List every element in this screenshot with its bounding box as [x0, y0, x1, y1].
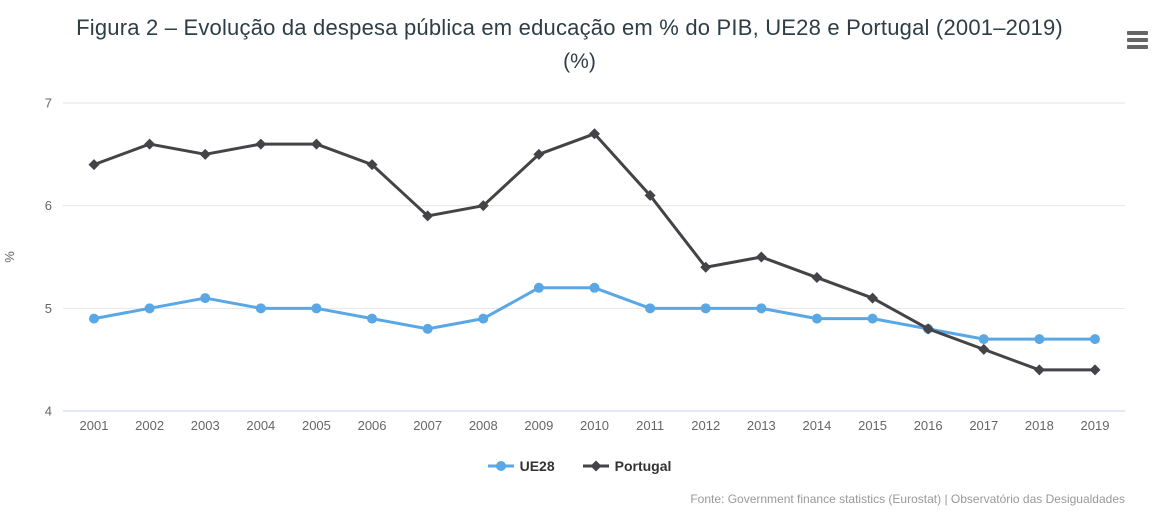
legend-item-portugal[interactable]: Portugal	[582, 458, 672, 474]
data-point-portugal[interactable]	[310, 138, 322, 150]
x-tick-label: 2003	[191, 418, 220, 433]
chart-title: Figura 2 – Evolução da despesa pública e…	[76, 15, 1063, 40]
x-tick-label: 2010	[580, 418, 609, 433]
data-point-ue28[interactable]	[811, 313, 822, 324]
data-point-portugal[interactable]	[589, 128, 600, 140]
data-point-portugal[interactable]	[700, 261, 712, 273]
data-point-ue28[interactable]	[756, 303, 767, 314]
data-point-portugal[interactable]	[1089, 364, 1101, 376]
data-point-portugal[interactable]	[867, 292, 879, 304]
x-tick-label: 2002	[135, 418, 164, 433]
legend-label: UE28	[519, 458, 555, 474]
data-point-portugal[interactable]	[533, 148, 545, 160]
data-point-ue28[interactable]	[700, 303, 711, 314]
x-tick-label: 2009	[524, 418, 553, 433]
data-point-ue28[interactable]	[367, 313, 378, 324]
data-point-portugal[interactable]	[422, 210, 434, 222]
x-tick-label: 2006	[358, 418, 387, 433]
data-point-portugal[interactable]	[477, 200, 489, 212]
y-axis-title: %	[2, 251, 17, 263]
x-tick-label: 2005	[302, 418, 331, 433]
chart-subtitle: (%)	[563, 50, 596, 73]
x-tick-label: 2012	[691, 418, 720, 433]
x-tick-label: 2015	[858, 418, 887, 433]
data-point-portugal[interactable]	[144, 138, 156, 150]
hamburger-icon	[1127, 31, 1148, 49]
x-tick-label: 2017	[969, 418, 998, 433]
x-tick-label: 2018	[1025, 418, 1054, 433]
x-tick-label: 2008	[469, 418, 498, 433]
x-tick-label: 2019	[1081, 418, 1110, 433]
y-tick-label: 6	[45, 198, 52, 213]
data-point-ue28[interactable]	[533, 282, 544, 293]
data-point-ue28[interactable]	[645, 303, 656, 314]
y-tick-label: 5	[45, 301, 52, 316]
plot-area: 4 5 6 7% 2001 2002 2003 2004 2005 2006 2007 2008 200…	[2, 96, 1125, 433]
data-point-portugal[interactable]	[366, 159, 378, 171]
y-tick-label: 4	[45, 404, 52, 419]
series-line-ue28	[92, 286, 1097, 341]
data-point-portugal[interactable]	[755, 251, 767, 263]
x-tick-label: 2004	[246, 418, 275, 433]
x-tick-label: 2011	[636, 418, 664, 433]
data-point-portugal[interactable]	[978, 343, 990, 355]
data-point-ue28[interactable]	[200, 293, 211, 304]
series-line-portugal	[92, 132, 1097, 372]
legend-item-ue28[interactable]: UE28	[487, 458, 555, 474]
data-point-portugal[interactable]	[1033, 364, 1045, 376]
data-point-ue28[interactable]	[1090, 334, 1100, 345]
data-point-ue28[interactable]	[1034, 334, 1045, 345]
circle-marker-icon	[487, 461, 514, 471]
data-point-portugal[interactable]	[199, 148, 211, 160]
x-tick-label: 2014	[802, 418, 831, 433]
legend-label: Portugal	[614, 458, 672, 474]
legend: UE28 Portugal	[0, 458, 1159, 474]
data-point-ue28[interactable]	[978, 334, 989, 345]
data-point-ue28[interactable]	[589, 282, 600, 293]
x-tick-label: 2001	[80, 418, 109, 433]
data-point-ue28[interactable]	[311, 303, 322, 314]
data-point-portugal[interactable]	[88, 159, 100, 171]
x-tick-label: 2013	[747, 418, 776, 433]
data-point-ue28[interactable]	[144, 303, 155, 314]
source-credits: Fonte: Government finance statistics (Eu…	[690, 492, 1125, 506]
x-tick-label: 2007	[413, 418, 442, 433]
data-point-ue28[interactable]	[89, 313, 99, 324]
export-menu-button[interactable]	[1126, 27, 1149, 51]
data-point-portugal[interactable]	[255, 138, 267, 150]
data-point-ue28[interactable]	[478, 313, 489, 324]
data-point-ue28[interactable]	[867, 313, 878, 324]
data-point-portugal[interactable]	[922, 323, 934, 335]
y-tick-label: 7	[45, 96, 52, 111]
x-tick-label: 2016	[914, 418, 943, 433]
data-point-portugal[interactable]	[644, 189, 656, 201]
data-point-ue28[interactable]	[255, 303, 266, 314]
diamond-marker-icon	[582, 460, 609, 472]
data-point-ue28[interactable]	[422, 323, 433, 334]
data-point-portugal[interactable]	[811, 272, 823, 284]
